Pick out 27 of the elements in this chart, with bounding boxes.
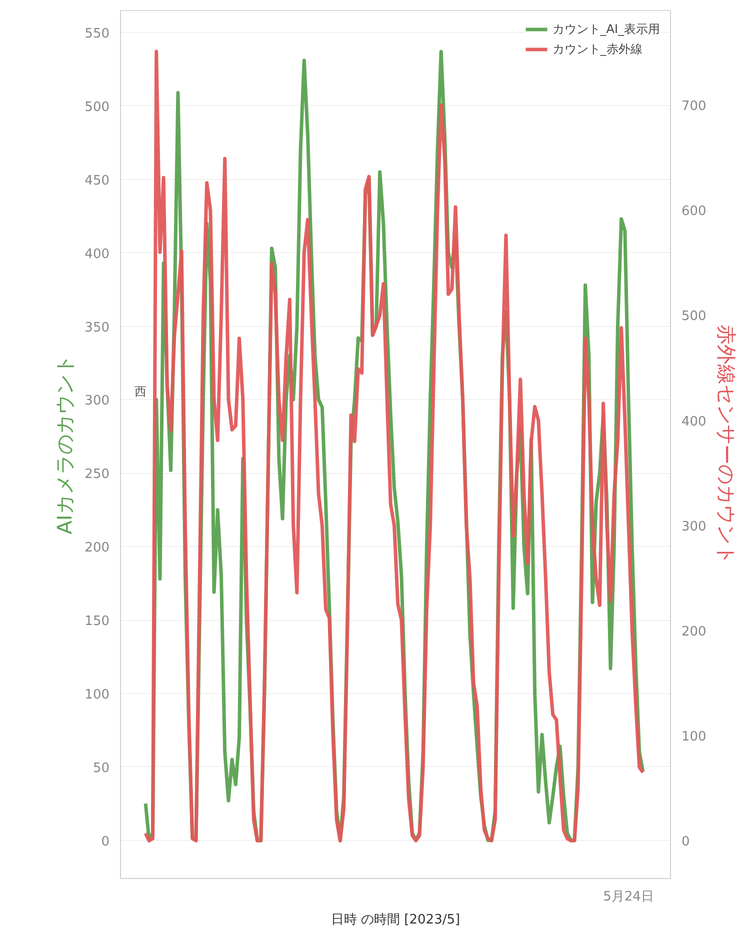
y-tick-label: 450: [84, 173, 110, 188]
y2-tick-label: 500: [682, 309, 706, 324]
legend-label: カウント_赤外線: [552, 40, 642, 58]
y-tick-label: 500: [84, 100, 110, 115]
y2-tick-label: 100: [682, 730, 706, 745]
x-axis-title: 日時 の時間 [2023/5]: [330, 912, 460, 928]
y-tick-label: 150: [84, 614, 110, 630]
y-tick-label: 0: [101, 834, 110, 850]
y-axis-title: AIカメラのカウント: [52, 354, 77, 534]
annotation: 西: [134, 384, 146, 398]
x-tick-label: 5月24日: [603, 890, 654, 904]
y2-tick-label: 600: [682, 204, 706, 220]
y-tick-label: 350: [84, 320, 110, 336]
y-tick-label: 300: [84, 394, 110, 409]
legend-label: カウント_AI_表示用: [552, 20, 660, 38]
y-tick-label: 200: [84, 540, 110, 556]
y2-tick-label: 0: [682, 834, 690, 850]
y-tick-label: 50: [92, 760, 110, 776]
y-tick-label: 250: [84, 467, 110, 482]
y2-tick-label: 300: [682, 519, 706, 534]
y2-tick-label: 400: [682, 414, 706, 430]
y-tick-label: 400: [84, 246, 110, 262]
y2-tick-label: 700: [682, 99, 706, 114]
y-tick-label: 100: [84, 687, 110, 702]
y2-tick-label: 200: [682, 624, 706, 640]
y2-axis-title: 赤外線センサーのカウント: [714, 324, 738, 564]
y-tick-label: 550: [84, 26, 110, 42]
